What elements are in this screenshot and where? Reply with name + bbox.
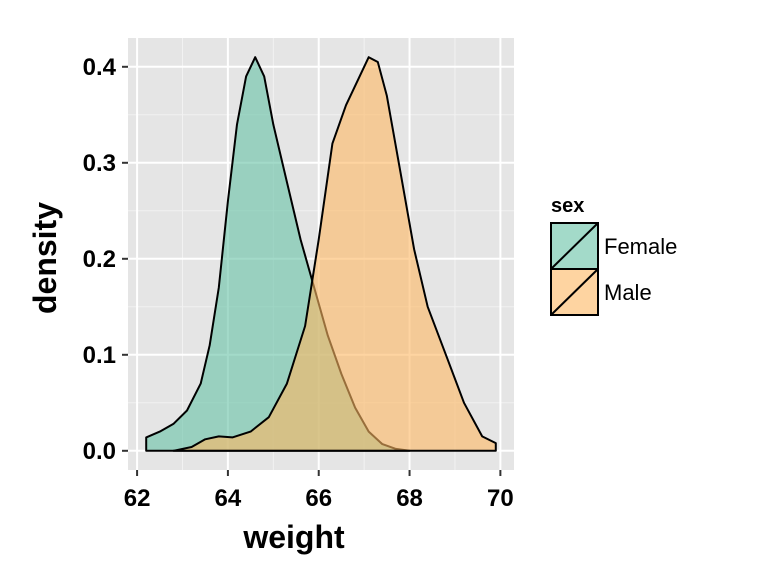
- x-tick-label: 66: [305, 485, 332, 512]
- x-tick-label: 68: [396, 485, 423, 512]
- x-tick-label: 70: [487, 485, 514, 512]
- legend-label-female: Female: [604, 234, 677, 259]
- y-axis-title: density: [27, 202, 63, 314]
- legend-key-slash: [550, 222, 599, 270]
- y-tick-label: 0.2: [83, 246, 116, 273]
- legend-label-male: Male: [604, 280, 652, 305]
- density-area-male: [172, 56, 497, 452]
- density-areas: [145, 56, 497, 452]
- y-tick-label: 0.4: [83, 54, 117, 81]
- y-tick-label: 0.3: [83, 150, 116, 177]
- legend-title: sex: [551, 195, 584, 217]
- x-tick-label: 64: [215, 485, 242, 512]
- legend: sex Female Male: [550, 195, 677, 316]
- y-tick-label: 0.0: [83, 438, 116, 465]
- legend-key-slash: [550, 268, 599, 316]
- axes: 62 64 66 68 70 0.0 0.1 0.2 0.3 0.4: [83, 54, 514, 512]
- x-tick-label: 62: [124, 485, 151, 512]
- x-axis-title: weight: [242, 519, 345, 555]
- y-tick-label: 0.1: [83, 342, 116, 369]
